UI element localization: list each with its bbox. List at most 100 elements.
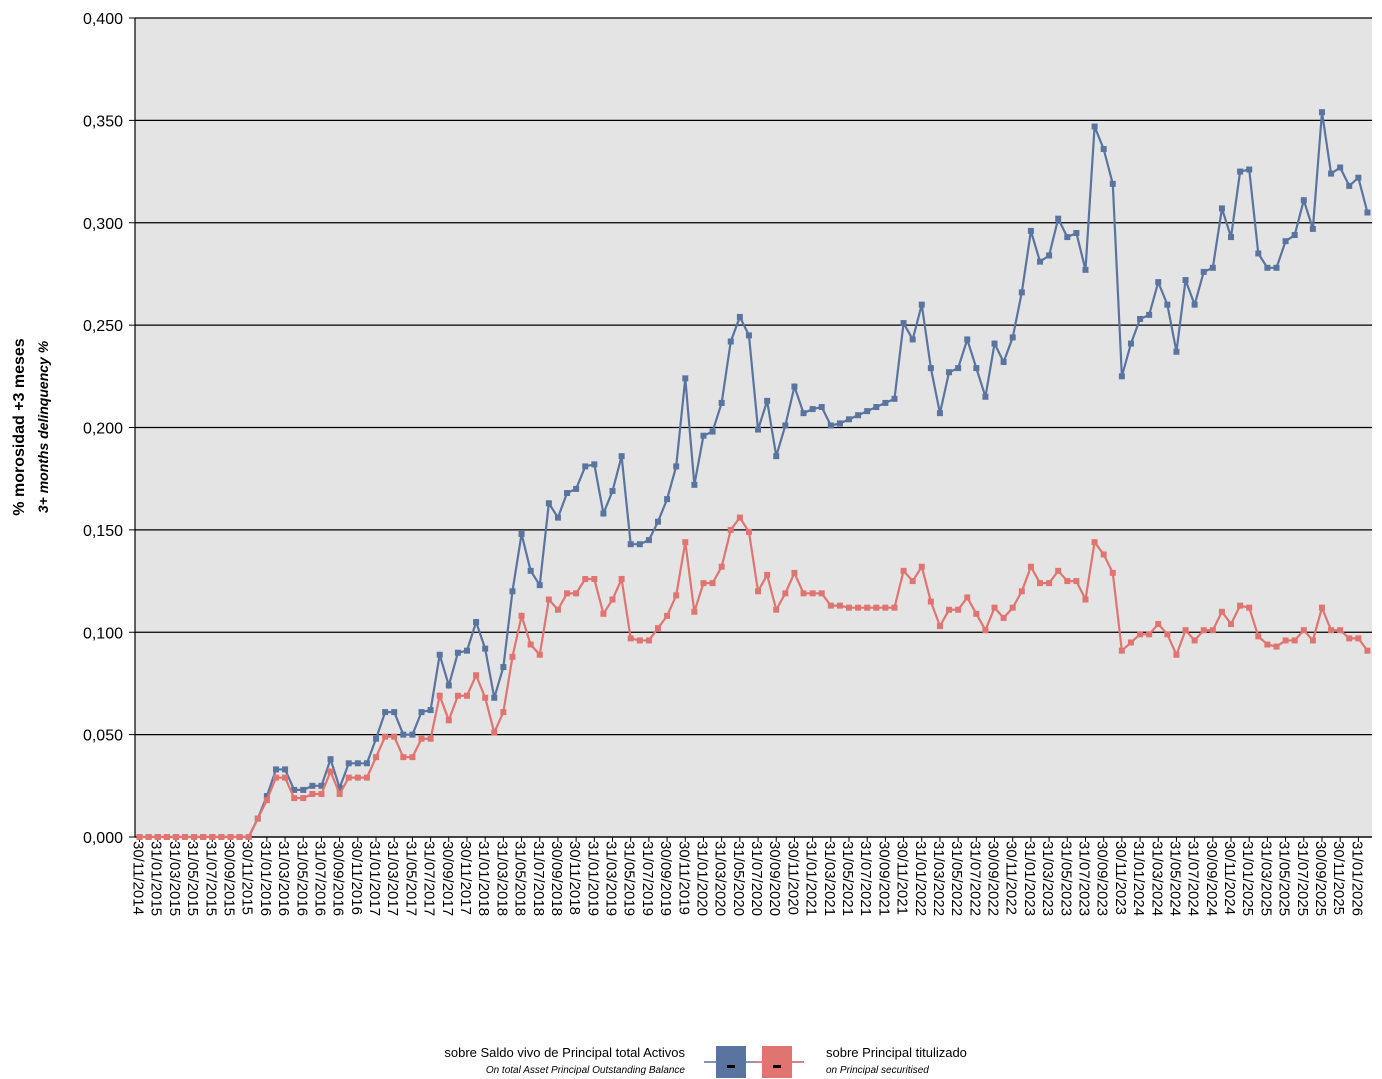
point-marker bbox=[245, 834, 252, 840]
y-tick-label: 0,150 bbox=[83, 523, 123, 540]
x-tick-label: 31/05/2020 bbox=[730, 841, 747, 916]
point-marker bbox=[1282, 637, 1289, 644]
point-marker bbox=[1046, 252, 1053, 259]
point-marker bbox=[1000, 358, 1007, 365]
x-tick-label: 31/03/2018 bbox=[493, 841, 510, 916]
point-marker bbox=[1082, 596, 1089, 603]
x-tick-label: 31/03/2020 bbox=[712, 841, 729, 916]
point-marker bbox=[518, 530, 525, 537]
point-marker bbox=[600, 510, 607, 517]
point-marker bbox=[463, 692, 470, 699]
x-tick-label: 30/11/2014 bbox=[130, 841, 147, 915]
point-marker bbox=[1155, 279, 1162, 286]
point-marker bbox=[918, 563, 925, 570]
x-tick-label: 30/09/2023 bbox=[1094, 841, 1111, 916]
x-tick-label: 31/05/2025 bbox=[1276, 841, 1293, 916]
point-marker bbox=[609, 487, 616, 494]
x-tick-label: 31/07/2024 bbox=[1185, 841, 1202, 916]
point-marker bbox=[1027, 563, 1034, 570]
x-tick-label: 31/01/2015 bbox=[148, 841, 165, 916]
x-tick-label: 31/03/2024 bbox=[1148, 841, 1165, 916]
x-tick-label: 30/11/2019 bbox=[675, 841, 692, 915]
point-marker bbox=[600, 610, 607, 617]
point-marker bbox=[982, 393, 989, 400]
x-tick-label: 31/07/2021 bbox=[857, 841, 874, 916]
x-tick-label: 31/05/2023 bbox=[1057, 841, 1074, 916]
point-marker bbox=[891, 604, 898, 611]
point-marker bbox=[800, 590, 807, 597]
point-marker bbox=[718, 399, 725, 406]
point-marker bbox=[1300, 627, 1307, 634]
x-tick-label: 31/01/2017 bbox=[366, 841, 383, 916]
point-marker bbox=[909, 578, 916, 585]
point-marker bbox=[263, 797, 270, 804]
point-marker bbox=[491, 729, 498, 736]
x-tick-label: 31/07/2023 bbox=[1075, 841, 1092, 916]
point-marker bbox=[627, 635, 634, 642]
point-marker bbox=[382, 733, 389, 740]
point-marker bbox=[200, 834, 207, 840]
point-marker bbox=[1037, 258, 1044, 265]
x-tick-label: 30/09/2016 bbox=[330, 841, 347, 916]
point-marker bbox=[664, 496, 671, 503]
point-marker bbox=[1218, 205, 1225, 212]
point-marker bbox=[1027, 227, 1034, 234]
point-marker bbox=[518, 612, 525, 619]
point-marker bbox=[645, 537, 652, 544]
point-marker bbox=[191, 834, 198, 840]
point-marker bbox=[354, 774, 361, 781]
x-tick-label: 31/01/2021 bbox=[803, 841, 820, 916]
point-marker bbox=[882, 604, 889, 611]
point-marker bbox=[1228, 234, 1235, 241]
point-marker bbox=[573, 485, 580, 492]
point-marker bbox=[436, 651, 443, 658]
point-marker bbox=[400, 754, 407, 761]
point-marker bbox=[282, 766, 289, 773]
point-marker bbox=[473, 672, 480, 679]
point-marker bbox=[991, 340, 998, 347]
point-marker bbox=[172, 834, 179, 840]
x-tick-label: 30/11/2024 bbox=[1221, 841, 1238, 915]
point-marker bbox=[1273, 643, 1280, 650]
series-line bbox=[139, 112, 1369, 839]
point-marker bbox=[773, 606, 780, 613]
point-marker bbox=[1200, 627, 1207, 634]
x-tick-label: 30/09/2020 bbox=[766, 841, 783, 916]
point-marker bbox=[818, 404, 825, 411]
point-marker bbox=[636, 637, 643, 644]
point-marker bbox=[1309, 225, 1316, 232]
point-marker bbox=[691, 481, 698, 488]
point-marker bbox=[182, 834, 189, 840]
point-marker bbox=[136, 834, 143, 840]
point-marker bbox=[809, 406, 816, 413]
point-marker bbox=[473, 619, 480, 626]
point-marker bbox=[400, 731, 407, 738]
point-marker bbox=[554, 514, 561, 521]
point-marker bbox=[564, 590, 571, 597]
x-tick-label: 31/03/2022 bbox=[930, 841, 947, 916]
point-marker bbox=[1318, 109, 1325, 116]
legend-swatch bbox=[716, 1046, 746, 1078]
point-marker bbox=[891, 395, 898, 402]
x-tick-label: 31/05/2016 bbox=[293, 841, 310, 916]
legend-swatch bbox=[762, 1046, 792, 1078]
point-marker bbox=[318, 791, 325, 798]
point-marker bbox=[682, 375, 689, 382]
point-marker bbox=[627, 541, 634, 548]
point-marker bbox=[373, 735, 380, 742]
point-marker bbox=[982, 627, 989, 634]
legend-dash bbox=[727, 1065, 735, 1068]
x-tick-label: 31/05/2015 bbox=[184, 841, 201, 916]
x-tick-label: 30/11/2016 bbox=[348, 841, 365, 915]
x-tick-label: 31/07/2020 bbox=[748, 841, 765, 916]
point-marker bbox=[564, 490, 571, 497]
x-tick-label: 31/03/2019 bbox=[603, 841, 620, 916]
point-marker bbox=[973, 365, 980, 372]
point-marker bbox=[509, 588, 516, 595]
point-marker bbox=[236, 834, 243, 840]
point-marker bbox=[227, 834, 234, 840]
point-marker bbox=[409, 754, 416, 761]
point-marker bbox=[691, 608, 698, 615]
point-marker bbox=[900, 567, 907, 574]
point-marker bbox=[463, 647, 470, 654]
